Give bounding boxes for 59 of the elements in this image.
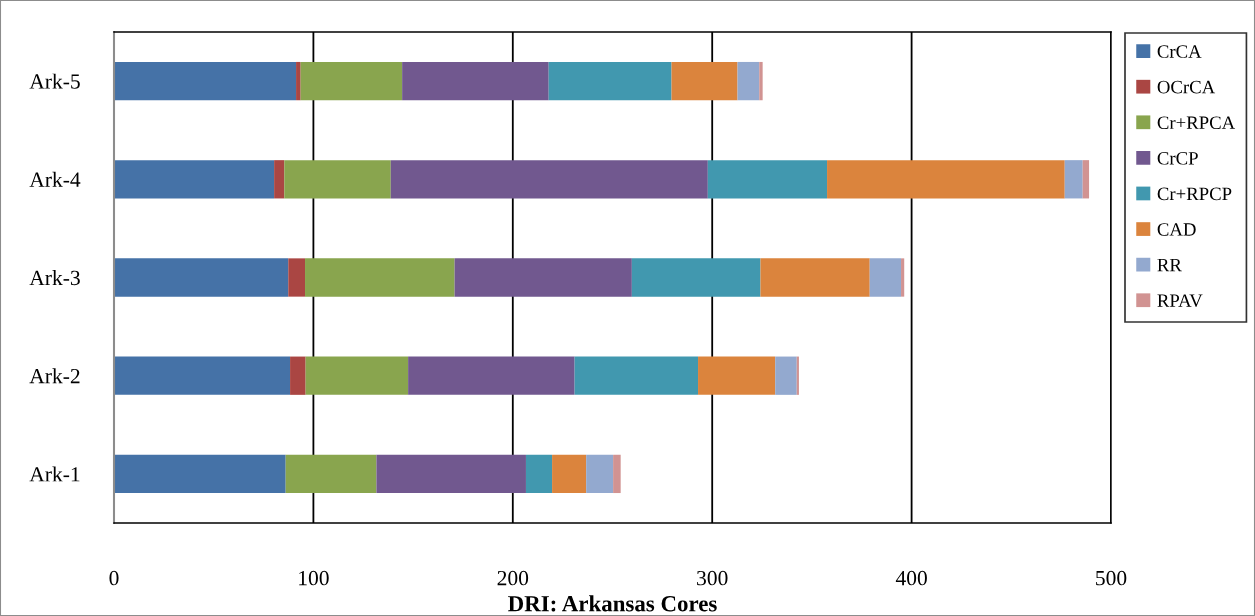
bar [901, 258, 905, 297]
legend-label: CrCP [1157, 152, 1198, 165]
x-tick-label: 500 [1096, 570, 1127, 586]
legend-label: CAD [1157, 223, 1196, 236]
bar [759, 61, 763, 101]
bar [296, 61, 301, 101]
bar [775, 356, 797, 395]
bar [114, 160, 275, 199]
bar [114, 61, 297, 101]
bar [737, 61, 760, 101]
bar [114, 258, 289, 297]
x-tick-label: 400 [895, 570, 927, 586]
bar [796, 356, 799, 395]
bar [288, 258, 306, 297]
legend-label: RPAV [1157, 294, 1203, 308]
y-tick-label: Ark-3 [29, 270, 80, 286]
bar [698, 356, 776, 395]
bar [290, 356, 306, 395]
y-tick-label: Ark-5 [29, 73, 80, 89]
bar [454, 258, 632, 297]
x-tick-label: 0 [109, 570, 119, 586]
bar [552, 454, 587, 494]
bar [300, 61, 403, 101]
bar [390, 160, 708, 199]
legend-label: Cr+RPCA [1157, 116, 1236, 130]
x-tick-label: 200 [497, 570, 529, 586]
bar [408, 356, 575, 395]
y-tick-label: Ark-1 [29, 466, 80, 482]
bar [285, 454, 377, 494]
bar [869, 258, 902, 297]
bar [586, 454, 614, 494]
bar [402, 61, 549, 101]
bar [1082, 160, 1090, 199]
bar [305, 258, 455, 297]
bar [671, 61, 738, 101]
bar [305, 356, 409, 395]
bar [707, 160, 828, 199]
bar [284, 160, 391, 199]
bar [1064, 160, 1083, 199]
bar [525, 454, 553, 494]
bar [114, 356, 291, 395]
bar [631, 258, 761, 297]
bar [827, 160, 1065, 199]
bar [613, 454, 621, 494]
y-tick-label: Ark-4 [29, 171, 81, 187]
x-tick-label: 300 [697, 570, 728, 586]
x-axis-title: DRI: Arkansas Cores [508, 595, 717, 612]
x-tick-label: 100 [299, 570, 329, 586]
bar [376, 454, 526, 494]
y-tick-label: Ark-2 [29, 368, 80, 384]
legend-label: OCrCA [1157, 80, 1216, 94]
bar [548, 61, 672, 101]
bar [274, 160, 285, 199]
legend-label: CrCA [1157, 45, 1202, 58]
legend-label: RR [1157, 258, 1182, 272]
bar [760, 258, 870, 297]
legend-label: Cr+RPCP [1157, 187, 1232, 201]
bar [114, 454, 286, 494]
bar [574, 356, 699, 395]
